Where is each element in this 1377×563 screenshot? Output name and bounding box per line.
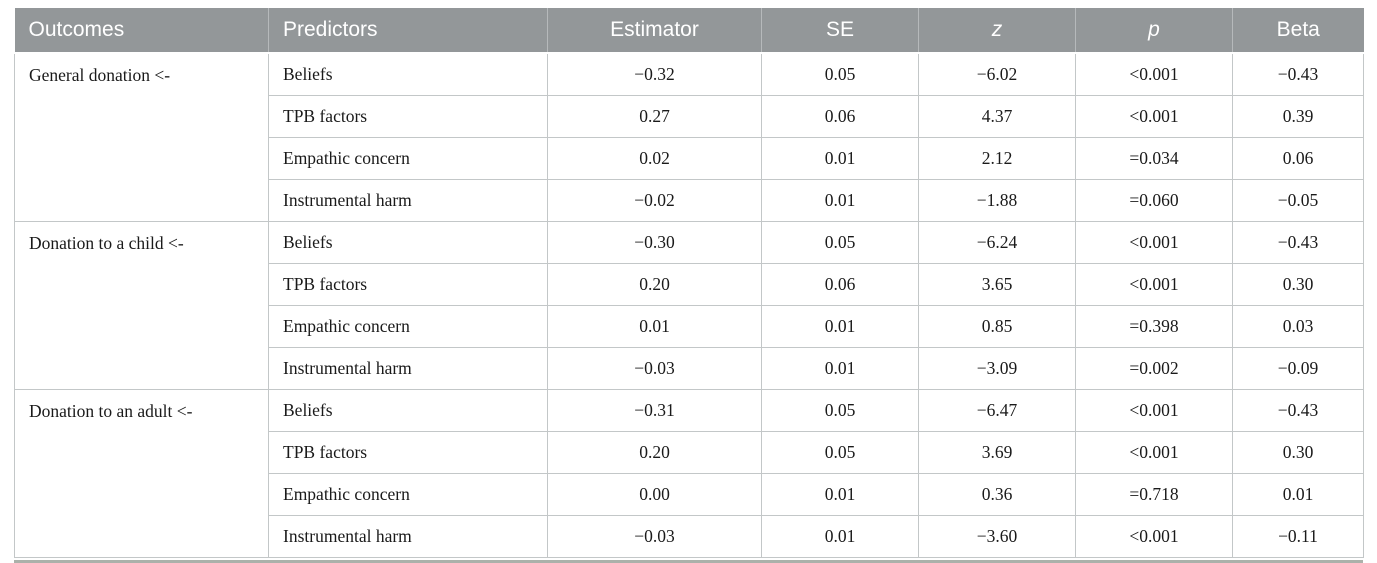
- beta-cell: −0.09: [1232, 347, 1364, 390]
- estimator-cell: −0.30: [547, 221, 762, 264]
- se-cell: 0.01: [761, 347, 919, 390]
- estimator-cell: 0.27: [547, 95, 762, 138]
- z-cell: −1.88: [918, 179, 1076, 222]
- table-row: TPB factors 0.27 0.06 4.37 <0.001 0.39: [15, 95, 1364, 138]
- p-cell: =0.060: [1075, 179, 1233, 222]
- beta-cell: −0.43: [1232, 389, 1364, 432]
- se-cell: 0.06: [761, 95, 919, 138]
- table-header: Outcomes Predictors Estimator SE z p Bet…: [14, 8, 1364, 54]
- p-cell: <0.001: [1075, 95, 1233, 138]
- column-header-se: SE: [761, 8, 919, 54]
- beta-cell: 0.30: [1232, 431, 1364, 474]
- column-header-predictors: Predictors: [268, 8, 548, 54]
- estimator-cell: −0.03: [547, 515, 762, 558]
- se-cell: 0.06: [761, 263, 919, 306]
- predictor-cell: Empathic concern: [268, 137, 548, 180]
- p-cell: <0.001: [1075, 431, 1233, 474]
- beta-cell: 0.30: [1232, 263, 1364, 306]
- p-cell: <0.001: [1075, 52, 1233, 96]
- results-table: Outcomes Predictors Estimator SE z p Bet…: [14, 8, 1364, 558]
- table-row: General donation <- Beliefs −0.32 0.05 −6.02…: [14, 52, 1364, 222]
- z-cell: −3.60: [918, 515, 1076, 558]
- table-row: Instrumental harm −0.02 0.01 −1.88 =0.060 −0.…: [15, 179, 1364, 222]
- predictor-cell: Instrumental harm: [268, 179, 548, 222]
- z-cell: 3.65: [918, 263, 1076, 306]
- z-cell: 4.37: [918, 95, 1076, 138]
- beta-cell: −0.43: [1232, 221, 1364, 264]
- se-cell: 0.01: [761, 515, 919, 558]
- predictor-cell: Beliefs: [268, 221, 548, 264]
- beta-cell: 0.39: [1232, 95, 1364, 138]
- se-cell: 0.05: [761, 52, 919, 96]
- beta-cell: 0.06: [1232, 137, 1364, 180]
- z-cell: 0.85: [918, 305, 1076, 348]
- se-cell: 0.05: [761, 221, 919, 264]
- se-cell: 0.05: [761, 431, 919, 474]
- table-row: Empathic concern 0.02 0.01 2.12 =0.034 0.06: [15, 137, 1364, 180]
- table-row: TPB factors 0.20 0.06 3.65 <0.001 0.30: [15, 263, 1364, 306]
- column-header-p: p: [1075, 8, 1233, 54]
- p-cell: <0.001: [1075, 263, 1233, 306]
- predictor-cell: TPB factors: [268, 431, 548, 474]
- p-cell: <0.001: [1075, 221, 1233, 264]
- estimator-cell: −0.03: [547, 347, 762, 390]
- table-row: Empathic concern 0.01 0.01 0.85 =0.398 0.03: [15, 305, 1364, 348]
- beta-cell: 0.03: [1232, 305, 1364, 348]
- p-cell: =0.398: [1075, 305, 1233, 348]
- predictor-cell: Beliefs: [268, 52, 548, 96]
- table-body: General donation <- Beliefs −0.32 0.05 −6.02…: [14, 52, 1364, 558]
- estimator-cell: −0.02: [547, 179, 762, 222]
- table-row: Instrumental harm −0.03 0.01 −3.60 <0.001 −0.…: [15, 515, 1364, 558]
- outcome-cell: General donation <-: [14, 52, 269, 222]
- column-header-estimator: Estimator: [547, 8, 762, 54]
- z-cell: −3.09: [918, 347, 1076, 390]
- table-row: Donation to a child <- Beliefs −0.30 0.05 −6…: [14, 221, 1364, 390]
- estimator-cell: −0.32: [547, 52, 762, 96]
- se-cell: 0.01: [761, 137, 919, 180]
- estimator-cell: 0.00: [547, 473, 762, 516]
- p-cell: =0.718: [1075, 473, 1233, 516]
- z-cell: −6.24: [918, 221, 1076, 264]
- predictor-cell: Empathic concern: [268, 473, 548, 516]
- predictor-cell: Instrumental harm: [268, 515, 548, 558]
- p-cell: <0.001: [1075, 515, 1233, 558]
- beta-cell: −0.05: [1232, 179, 1364, 222]
- column-header-outcomes: Outcomes: [14, 8, 269, 54]
- table-row: Instrumental harm −0.03 0.01 −3.09 =0.002 −0.…: [15, 347, 1364, 390]
- outcome-cell: Donation to an adult <-: [14, 389, 269, 558]
- predictor-cell: TPB factors: [268, 263, 548, 306]
- se-cell: 0.01: [761, 179, 919, 222]
- se-cell: 0.01: [761, 305, 919, 348]
- predictor-cell: Beliefs: [268, 389, 548, 432]
- beta-cell: −0.43: [1232, 52, 1364, 96]
- se-cell: 0.01: [761, 473, 919, 516]
- table-row: TPB factors 0.20 0.05 3.69 <0.001 0.30: [15, 431, 1364, 474]
- estimator-cell: 0.20: [547, 263, 762, 306]
- beta-cell: −0.11: [1232, 515, 1364, 558]
- p-cell: =0.034: [1075, 137, 1233, 180]
- predictor-cell: Empathic concern: [268, 305, 548, 348]
- estimator-cell: 0.20: [547, 431, 762, 474]
- p-cell: =0.002: [1075, 347, 1233, 390]
- column-header-z: z: [918, 8, 1076, 54]
- p-cell: <0.001: [1075, 389, 1233, 432]
- z-cell: 2.12: [918, 137, 1076, 180]
- z-cell: −6.47: [918, 389, 1076, 432]
- header-row: Outcomes Predictors Estimator SE z p Bet…: [14, 8, 1364, 54]
- se-cell: 0.05: [761, 389, 919, 432]
- z-cell: 0.36: [918, 473, 1076, 516]
- z-cell: −6.02: [918, 52, 1076, 96]
- estimator-cell: 0.02: [547, 137, 762, 180]
- predictor-cell: Instrumental harm: [268, 347, 548, 390]
- estimator-cell: 0.01: [547, 305, 762, 348]
- outcome-cell: Donation to a child <-: [14, 221, 269, 390]
- table-row: Donation to an adult <- Beliefs −0.31 0.05−…: [14, 389, 1364, 558]
- column-header-beta: Beta: [1232, 8, 1364, 54]
- z-cell: 3.69: [918, 431, 1076, 474]
- beta-cell: 0.01: [1232, 473, 1364, 516]
- predictor-cell: TPB factors: [268, 95, 548, 138]
- estimator-cell: −0.31: [547, 389, 762, 432]
